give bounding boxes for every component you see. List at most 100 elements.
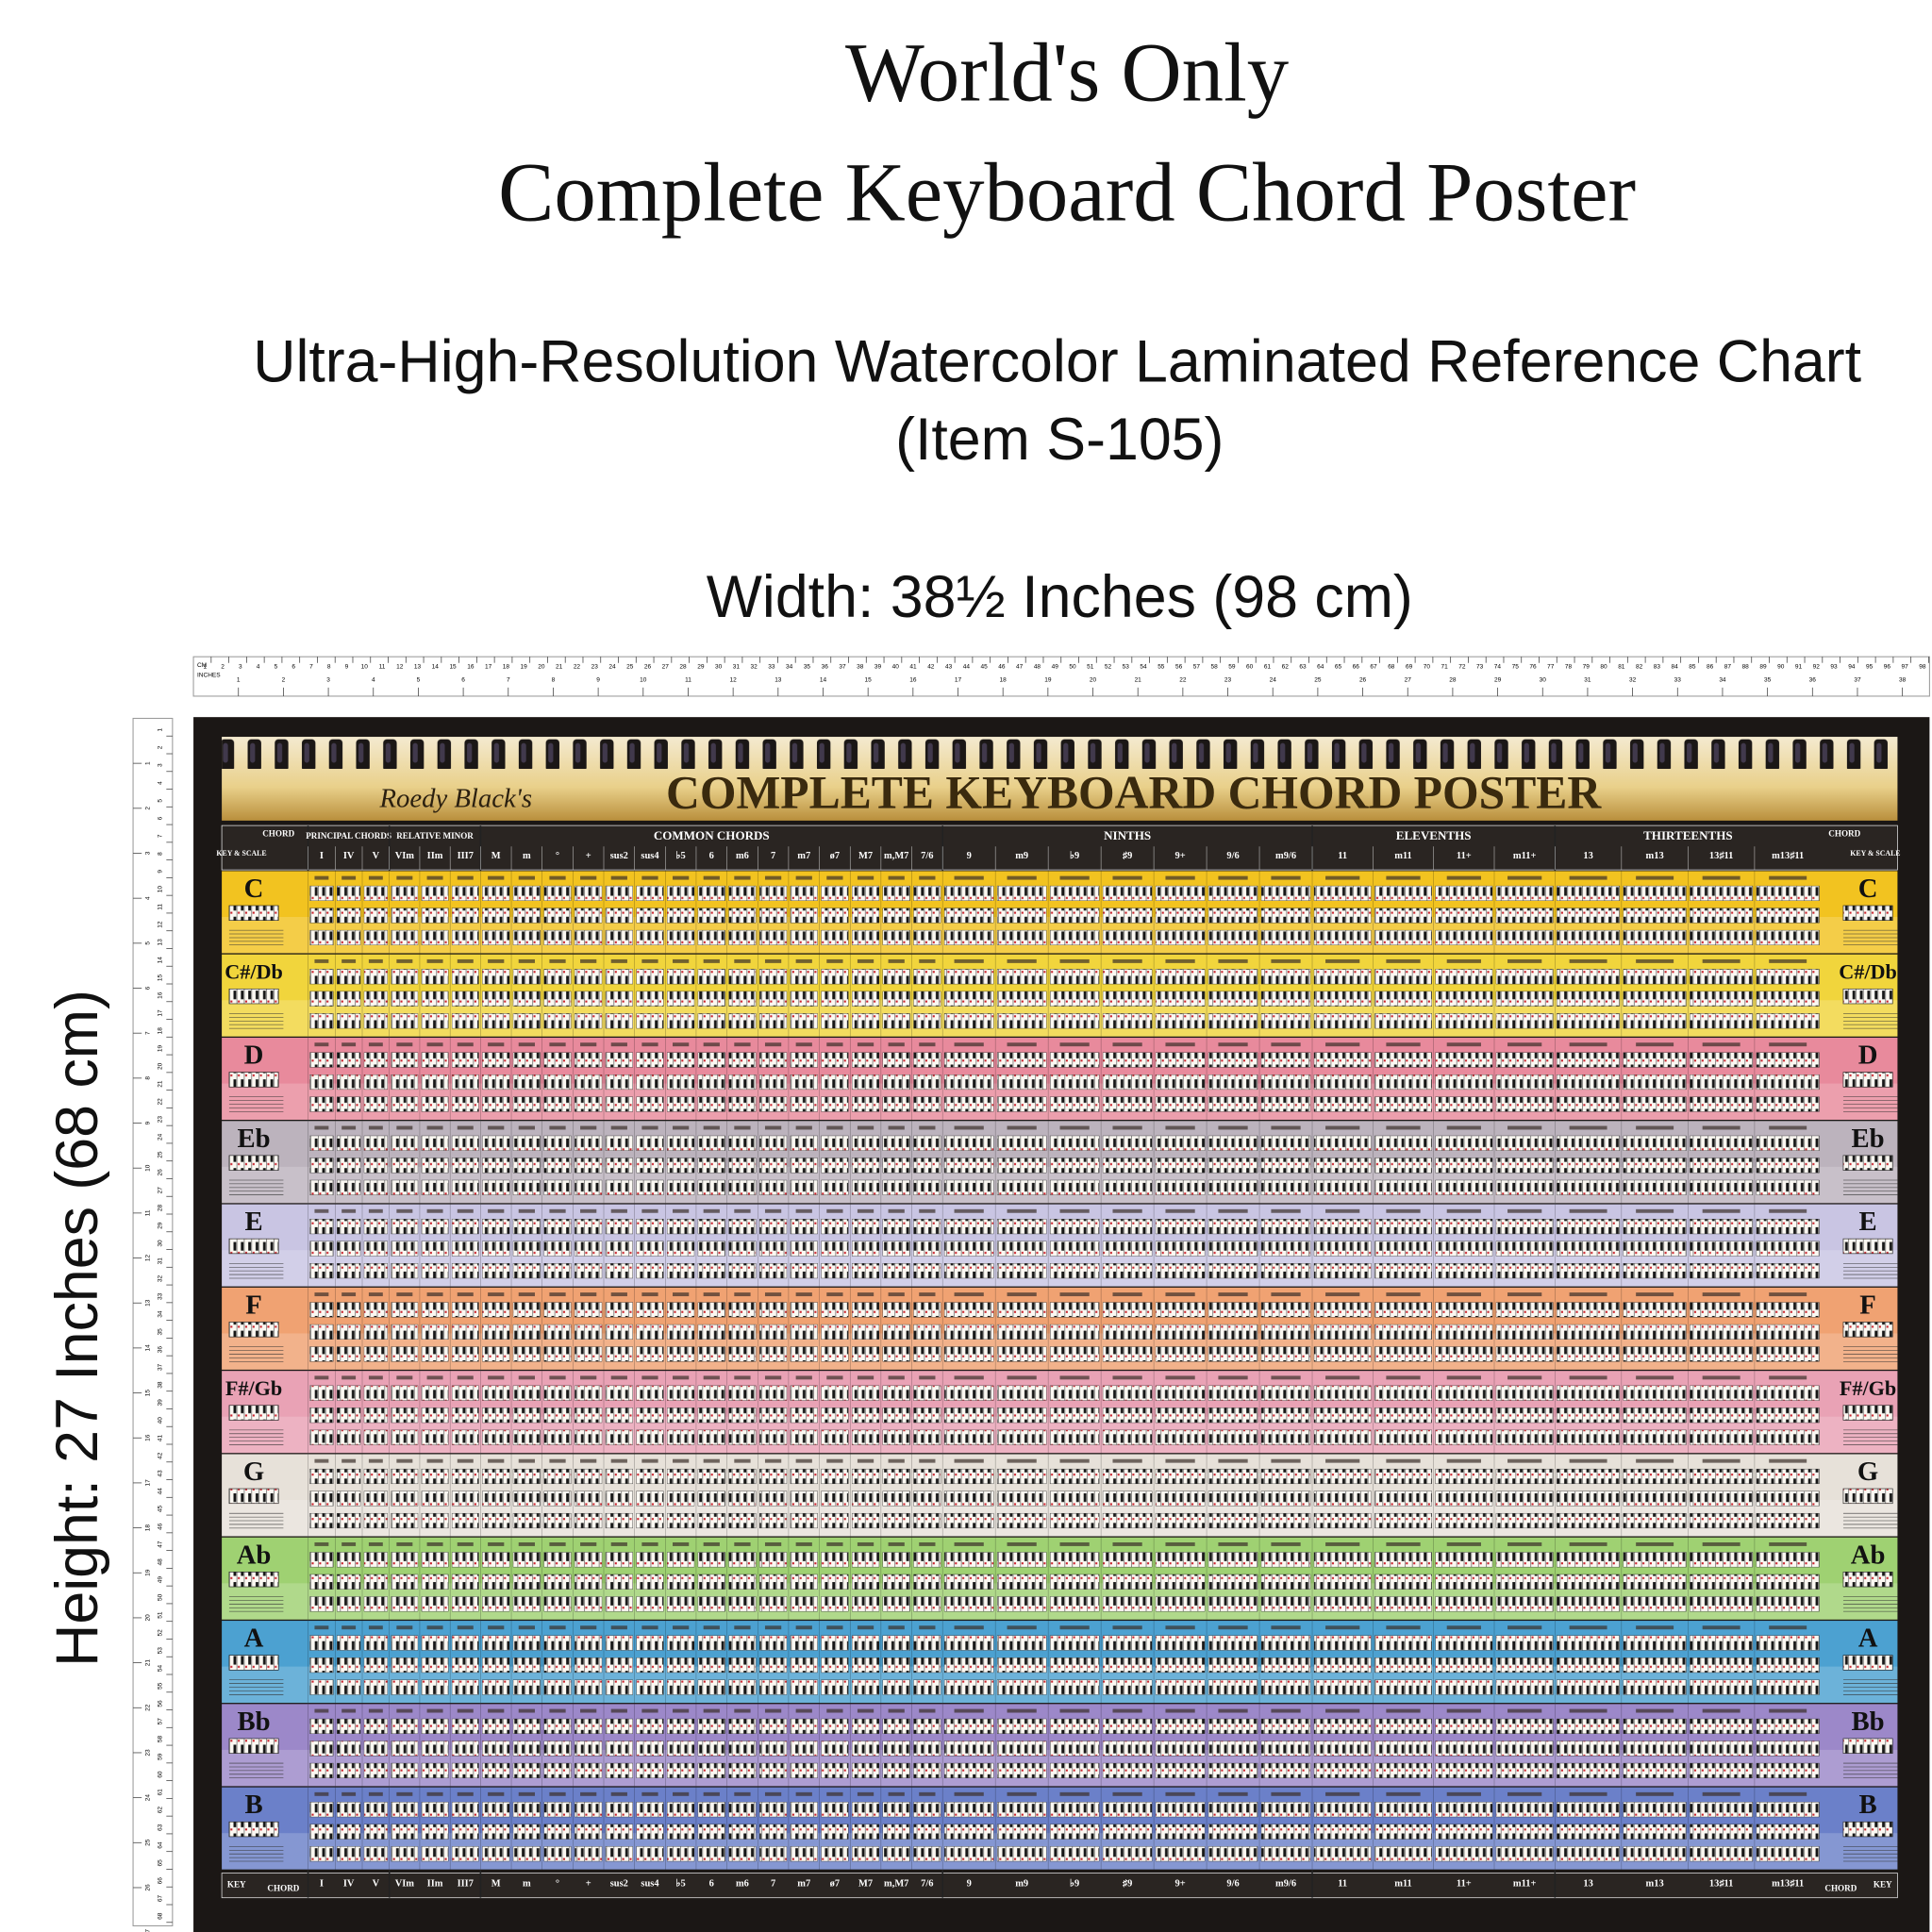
chord-keyboard: [667, 1657, 695, 1674]
ruler-inch: 1: [237, 677, 241, 684]
chord-keyboard: [697, 1407, 725, 1424]
chord-keyboard: [451, 1824, 479, 1840]
chord-keyboard: [391, 1219, 419, 1235]
chord-keyboard: [543, 1762, 572, 1778]
chord-keyboard: [1102, 1346, 1153, 1362]
key-keyboard: [1842, 1322, 1893, 1338]
chord-keyboard: [363, 1179, 388, 1195]
chord-keyboard: [421, 885, 449, 901]
chord-name: [703, 1458, 720, 1463]
chord-name: [1218, 1625, 1248, 1630]
chord-keyboard: [996, 1574, 1047, 1590]
chord-keyboard: [996, 1635, 1047, 1651]
chord-name: [641, 1708, 658, 1713]
ruler-inch: 37: [1854, 677, 1861, 684]
chord-keyboard: [482, 1596, 510, 1612]
chord-name: [1386, 1375, 1421, 1380]
chord-name: [396, 1458, 413, 1463]
chord-keyboard: [1049, 1824, 1100, 1840]
chord-keyboard: [636, 1679, 664, 1695]
chord-keyboard: [882, 1657, 910, 1674]
chord-keyboard: [943, 1324, 994, 1340]
chord-keyboard: [1623, 1324, 1687, 1340]
chord-name: [1165, 1125, 1195, 1130]
chord-keyboard: [1260, 1346, 1311, 1362]
chord-keyboard: [605, 1346, 633, 1362]
chord-keyboard: [309, 1596, 334, 1612]
chord-name: [703, 1791, 720, 1796]
chord-keyboard: [882, 1263, 910, 1279]
chord-keyboard: [759, 1407, 788, 1424]
chord-name: [1218, 1125, 1248, 1130]
chord-keyboard: [309, 1346, 334, 1362]
chord-keyboard: [575, 1635, 603, 1651]
chord-keyboard: [1155, 1346, 1206, 1362]
chord-keyboard: [1756, 991, 1820, 1007]
chord-keyboard: [697, 1824, 725, 1840]
chord-keyboard: [636, 1491, 664, 1507]
chord-keyboard: [575, 1219, 603, 1235]
chord-keyboard: [1690, 1468, 1754, 1485]
chord-keyboard: [1208, 908, 1258, 924]
key-keyboard: [228, 1322, 279, 1338]
chord-keyboard: [543, 908, 572, 924]
chord-keyboard: [391, 1740, 419, 1757]
ruler-inch: 35: [1764, 677, 1772, 684]
chord-keyboard: [1435, 1385, 1493, 1401]
key-name: E: [1859, 1207, 1877, 1237]
chord-keyboard: [1690, 1263, 1754, 1279]
ruler-cm: 22: [574, 663, 581, 670]
chord-keyboard: [391, 1846, 419, 1862]
chord-keyboard: [882, 1846, 910, 1862]
ruler-inch: 27: [1405, 677, 1412, 684]
chord-name: [341, 1292, 357, 1297]
chord-keyboard: [1102, 1762, 1153, 1778]
chord-keyboard: [636, 1468, 664, 1485]
chord-keyboard: [421, 1052, 449, 1068]
chord-keyboard: [421, 1013, 449, 1029]
chord-keyboard: [1495, 1574, 1554, 1590]
chord-keyboard: [543, 1846, 572, 1862]
chord-keyboard: [1155, 929, 1206, 945]
chord-name: [641, 1292, 658, 1297]
chord-name: [580, 1708, 597, 1713]
chord-keyboard: [882, 908, 910, 924]
ruler-cm: 58: [158, 1736, 164, 1743]
chord-name: [703, 1708, 720, 1713]
chord-keyboard: [697, 1491, 725, 1507]
chord-keyboard: [851, 1596, 880, 1612]
chord-name: [1325, 1708, 1360, 1713]
chord-keyboard: [759, 1512, 788, 1529]
chord-keyboard: [759, 1824, 788, 1840]
chord-keyboard: [1313, 1429, 1372, 1445]
chord-keyboard: [1756, 1574, 1820, 1590]
chord-keyboard: [451, 1179, 479, 1195]
chord-name: [457, 1208, 474, 1213]
chord-name: [580, 1042, 597, 1047]
chord-keyboard: [1623, 1407, 1687, 1424]
ruler-cm: 68: [158, 1912, 164, 1920]
chord-keyboard: [1313, 1679, 1372, 1695]
ruler-cm: 53: [158, 1647, 164, 1655]
chord-keyboard: [913, 969, 941, 985]
chord-keyboard: [1313, 969, 1372, 985]
chord-name: [888, 1208, 905, 1213]
chord-keyboard: [482, 1824, 510, 1840]
chord-keyboard: [1623, 1263, 1687, 1279]
column-label: 7: [771, 1879, 775, 1890]
chord-name: [703, 1125, 720, 1130]
chord-keyboard: [851, 1491, 880, 1507]
chord-keyboard: [697, 1596, 725, 1612]
chord-keyboard: [1435, 1158, 1493, 1174]
chord-name: [610, 1625, 627, 1630]
chord-keyboard: [851, 1158, 880, 1174]
key-keyboard: [228, 1572, 279, 1588]
chord-name: [426, 958, 443, 963]
ruler-cm: 67: [1370, 663, 1377, 670]
chord-keyboard: [1049, 969, 1100, 985]
chord-keyboard: [1690, 1802, 1754, 1818]
chord-keyboard: [1049, 1429, 1100, 1445]
chord-keyboard: [363, 1407, 388, 1424]
chord-keyboard: [1435, 1762, 1493, 1778]
chord-keyboard: [309, 1074, 334, 1091]
